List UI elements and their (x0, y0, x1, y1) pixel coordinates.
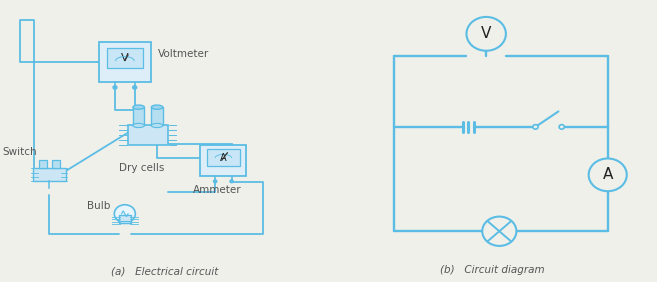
FancyBboxPatch shape (133, 107, 145, 125)
Circle shape (114, 205, 135, 223)
FancyBboxPatch shape (106, 48, 143, 68)
FancyBboxPatch shape (52, 160, 60, 169)
Text: Switch: Switch (3, 147, 37, 157)
FancyBboxPatch shape (128, 125, 168, 145)
FancyBboxPatch shape (119, 215, 131, 223)
Text: A: A (602, 167, 613, 182)
Text: Ammeter: Ammeter (193, 185, 241, 195)
FancyBboxPatch shape (99, 42, 151, 82)
Circle shape (589, 158, 627, 191)
Text: Bulb: Bulb (87, 201, 110, 211)
FancyBboxPatch shape (33, 169, 66, 181)
Ellipse shape (133, 123, 145, 127)
Text: V: V (481, 26, 491, 41)
Circle shape (133, 86, 137, 89)
FancyBboxPatch shape (151, 107, 163, 125)
Text: V: V (121, 53, 129, 63)
Text: A: A (220, 153, 227, 163)
Circle shape (466, 17, 506, 51)
Circle shape (113, 86, 117, 89)
Ellipse shape (151, 123, 163, 127)
Text: Voltmeter: Voltmeter (158, 49, 209, 59)
Text: Dry cells: Dry cells (118, 163, 164, 173)
Text: (a)   Electrical circuit: (a) Electrical circuit (110, 266, 218, 276)
FancyBboxPatch shape (39, 160, 47, 169)
Circle shape (214, 180, 217, 183)
Circle shape (482, 217, 516, 246)
FancyBboxPatch shape (200, 145, 246, 176)
Ellipse shape (133, 105, 145, 109)
Ellipse shape (151, 105, 163, 109)
FancyBboxPatch shape (207, 149, 240, 166)
Circle shape (230, 180, 233, 183)
Circle shape (559, 125, 564, 129)
Text: (b)   Circuit diagram: (b) Circuit diagram (440, 265, 545, 275)
Circle shape (533, 125, 538, 129)
